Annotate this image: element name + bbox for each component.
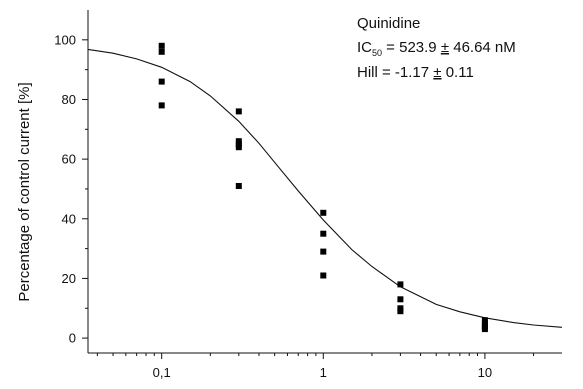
ic50-annotation: IC50 = 523.9 ± 46.64 nM <box>357 39 516 58</box>
x-tick-label: 0,1 <box>153 365 171 380</box>
hill-value: Hill = -1.17 <box>357 64 433 81</box>
y-axis-ticks: 0 20 40 60 80 100 <box>54 32 88 346</box>
y-tick-label: 100 <box>54 32 76 47</box>
data-point <box>397 281 404 288</box>
hill-plusminus: ± <box>433 64 441 81</box>
ic50-error: 46.64 nM <box>449 39 516 56</box>
y-tick-label: 40 <box>62 211 76 226</box>
ic50-value: = 523.9 <box>382 39 441 56</box>
data-point <box>158 78 165 85</box>
data-point <box>235 108 242 115</box>
ic50-plusminus: ± <box>441 39 449 56</box>
data-point <box>397 296 404 303</box>
data-point <box>158 48 165 55</box>
y-tick-label: 20 <box>62 271 76 286</box>
data-point <box>320 248 327 255</box>
data-points <box>158 42 488 333</box>
data-point <box>320 230 327 237</box>
compound-name: Quinidine <box>357 15 420 32</box>
ic50-prefix: IC <box>357 39 372 56</box>
data-point <box>158 102 165 109</box>
annotation-box: Quinidine IC50 = 523.9 ± 46.64 nM Hill =… <box>357 15 516 81</box>
y-axis-label: Percentage of control current [%] <box>16 82 33 301</box>
data-point <box>235 144 242 151</box>
y-tick-label: 60 <box>62 152 76 167</box>
x-tick-label: 10 <box>478 365 492 380</box>
ic50-subscript: 50 <box>372 48 382 58</box>
data-point <box>320 272 327 279</box>
x-axis-ticks: 0,1 1 10 <box>96 353 535 380</box>
fit-curve <box>87 48 563 328</box>
data-point <box>235 183 242 189</box>
data-point <box>320 209 327 216</box>
hill-error: 0.11 <box>442 64 474 81</box>
hill-annotation: Hill = -1.17 ± 0.11 <box>357 64 474 81</box>
data-point <box>481 326 488 333</box>
data-point <box>397 308 404 315</box>
data-point <box>158 42 165 49</box>
axes <box>87 10 562 354</box>
y-tick-label: 0 <box>69 331 76 346</box>
x-tick-label: 1 <box>320 365 327 380</box>
y-tick-label: 80 <box>62 92 76 107</box>
